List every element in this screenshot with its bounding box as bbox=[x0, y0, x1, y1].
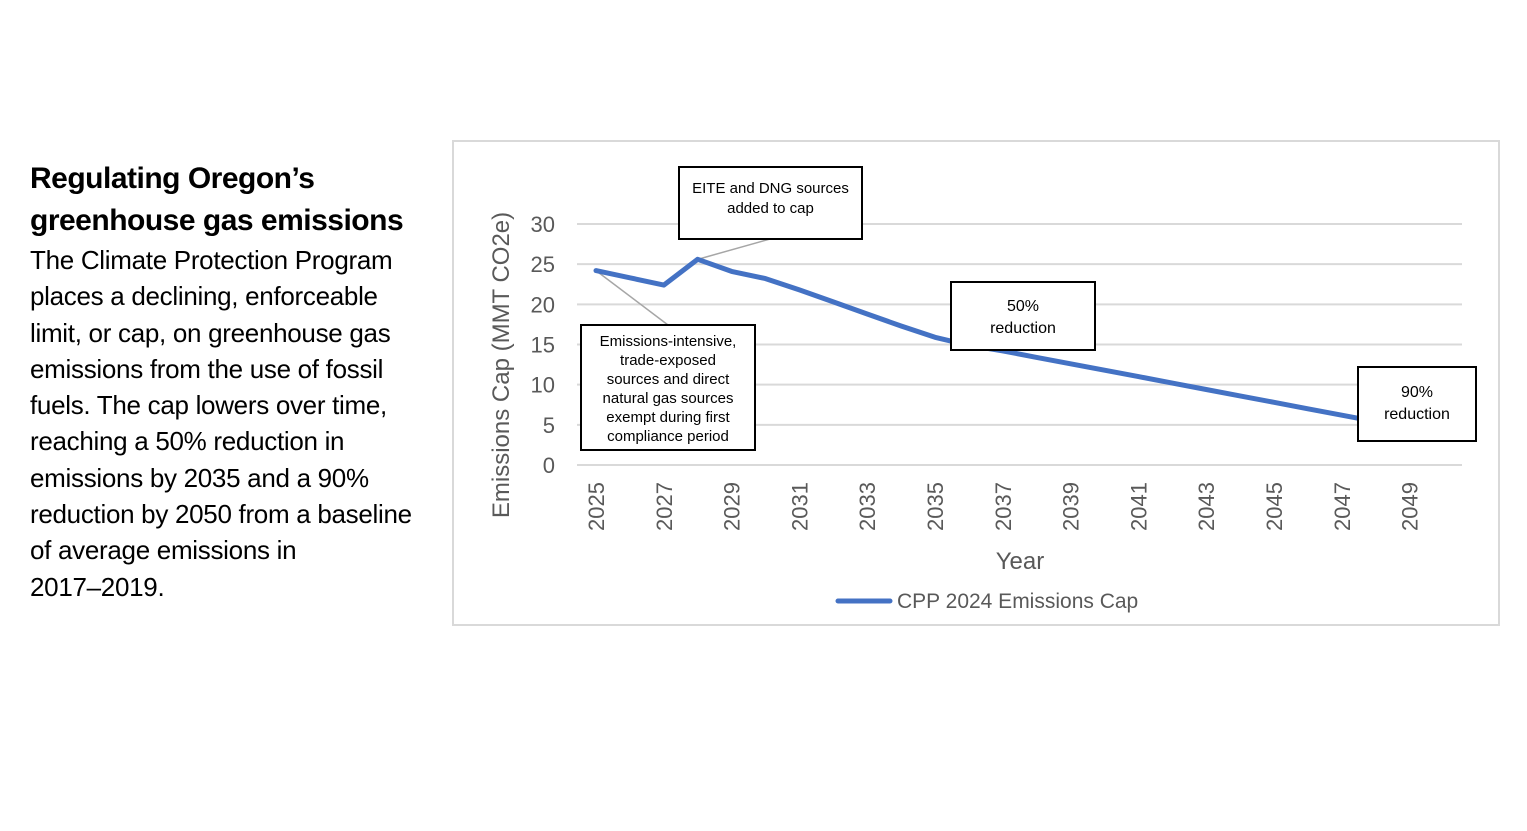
annotation-box bbox=[580, 324, 756, 451]
annotation-text: Emissions-intensive, bbox=[600, 333, 737, 350]
body-line: fuels. The cap lowers over time, bbox=[30, 390, 387, 421]
annotation-exempt: Emissions-intensive, trade-exposed sources… bbox=[580, 324, 756, 451]
legend: CPP 2024 Emissions Cap bbox=[835, 590, 1138, 613]
annotation-boxes: EITE and DNG sources added to cap Emission… bbox=[580, 166, 1477, 451]
annotation-text: natural gas sources bbox=[603, 390, 734, 407]
y-axis-label: Emissions Cap (MMT CO2e) bbox=[488, 212, 515, 518]
y-tick-labels: 0 5 10 15 20 25 30 bbox=[531, 212, 555, 478]
y-tick-label: 15 bbox=[531, 333, 555, 358]
x-tick-label: 2039 bbox=[1059, 482, 1084, 531]
body-line: places a declining, enforceable bbox=[30, 281, 378, 312]
annotation-eite: EITE and DNG sources added to cap bbox=[678, 166, 863, 240]
annotation-text: EITE and DNG sources bbox=[692, 180, 849, 197]
body-line: limit, or cap, on greenhouse gas bbox=[30, 317, 391, 348]
annotation-fifty: 50% reduction bbox=[950, 281, 1096, 351]
annotation-leader-lines bbox=[595, 238, 771, 326]
body-line: reduction by 2050 from a baseline bbox=[30, 499, 412, 530]
annotation-leader bbox=[697, 238, 771, 261]
annotation-text: 90% bbox=[1401, 384, 1433, 401]
x-tick-label: 2027 bbox=[652, 482, 677, 531]
y-tick-label: 10 bbox=[531, 373, 555, 398]
series-line-cpp-2024 bbox=[593, 256, 1446, 436]
y-tick-label: 5 bbox=[543, 413, 555, 438]
annotation-text: 50% bbox=[1007, 298, 1039, 315]
annotation-text: trade-exposed bbox=[620, 352, 716, 369]
body-line: emissions by 2035 and a 90% bbox=[30, 462, 369, 493]
x-tick-label: 2047 bbox=[1330, 482, 1355, 531]
annotation-leader bbox=[595, 269, 669, 326]
annotation-ninety: 90% reduction bbox=[1357, 366, 1477, 442]
x-tick-labels: 2025 2027 2029 2031 2033 2035 2037 2039 2041 2043… bbox=[584, 482, 1423, 531]
x-tick-label: 2025 bbox=[584, 482, 609, 531]
heading-line-1: Regulating Oregon’s bbox=[30, 162, 315, 195]
annotation-text: reduction bbox=[1384, 406, 1450, 423]
annotation-box bbox=[950, 281, 1096, 351]
annotation-box bbox=[1357, 366, 1477, 442]
y-tick-label: 30 bbox=[531, 212, 555, 237]
x-tick-label: 2037 bbox=[991, 482, 1016, 531]
x-tick-label: 2033 bbox=[855, 482, 880, 531]
annotation-text: exempt during first bbox=[606, 409, 730, 426]
annotation-text: added to cap bbox=[727, 200, 814, 217]
annotation-text: compliance period bbox=[607, 428, 729, 445]
y-tick-label: 25 bbox=[531, 252, 555, 277]
y-tick-label: 0 bbox=[543, 453, 555, 478]
x-tick-label: 2049 bbox=[1398, 482, 1423, 531]
chart-frame bbox=[452, 140, 1500, 626]
annotation-text: reduction bbox=[990, 320, 1056, 337]
x-tick-label: 2035 bbox=[923, 482, 948, 531]
body-line: reaching a 50% reduction in bbox=[30, 426, 345, 457]
body-line: emissions from the use of fossil bbox=[30, 353, 384, 384]
x-axis-label: Year bbox=[996, 548, 1045, 575]
body-line: The Climate Protection Program bbox=[30, 245, 393, 275]
heading-line-2: greenhouse gas emissions bbox=[30, 204, 404, 237]
x-tick-label: 2043 bbox=[1194, 482, 1219, 531]
legend-label: CPP 2024 Emissions Cap bbox=[897, 590, 1138, 613]
x-tick-label: 2045 bbox=[1262, 482, 1287, 531]
x-tick-label: 2031 bbox=[787, 482, 812, 531]
x-tick-label: 2041 bbox=[1126, 482, 1151, 531]
annotation-box bbox=[678, 166, 863, 240]
body-line: of average emissions in bbox=[30, 535, 297, 566]
annotation-text: sources and direct bbox=[607, 371, 730, 388]
sidebar: Regulating Oregon’s greenhouse gas emiss… bbox=[30, 158, 445, 605]
x-tick-label: 2029 bbox=[720, 482, 745, 531]
body-line: 2017–2019. bbox=[30, 571, 165, 602]
y-tick-label: 20 bbox=[531, 292, 555, 317]
